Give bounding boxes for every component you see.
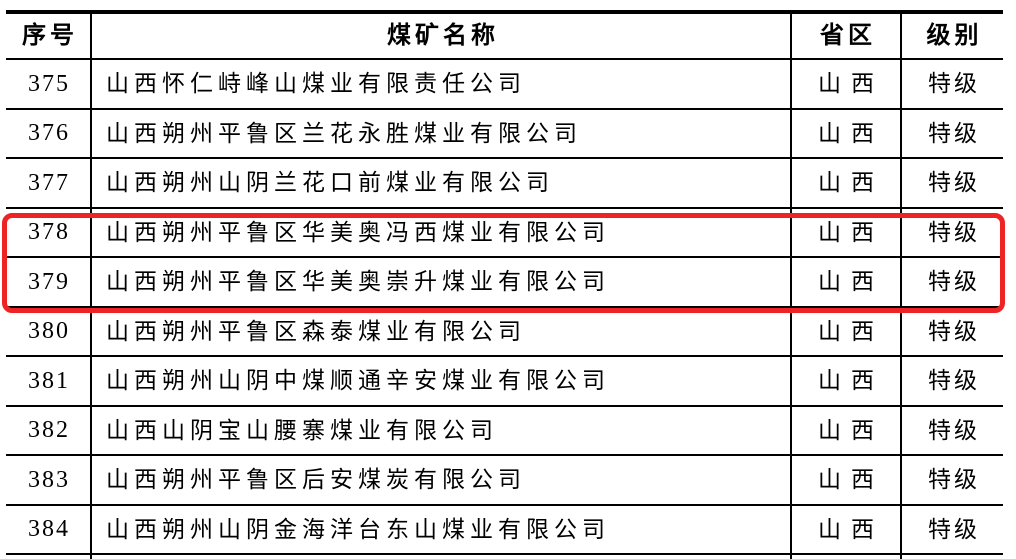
table-row: 381 山西朔州山阴中煤顺通辛安煤业有限公司 山西 特级 [6, 357, 1003, 407]
cell-level: 特级 [900, 208, 1003, 256]
cell-province: 山西 [790, 208, 900, 256]
cell-mine-name: 山西朔州山阴金海洋台东山煤业有限公司 [90, 505, 790, 553]
table-row: 382 山西山阴宝山腰寨煤业有限公司 山西 特级 [6, 406, 1003, 456]
table-row: 375 山西怀仁峙峰山煤业有限责任公司 山西 特级 [6, 60, 1003, 110]
col-header-index: 序号 [22, 23, 78, 49]
cell-level: 特级 [900, 109, 1003, 157]
cell-province: 山西 [790, 159, 900, 207]
col-header-province: 省区 [790, 14, 900, 58]
table-row: 376 山西朔州平鲁区兰花永胜煤业有限公司 山西 特级 [6, 109, 1003, 159]
col-header-level: 级别 [900, 14, 1003, 58]
cell-province: 山西 [790, 60, 900, 108]
cell-mine-name: 山西朔州平鲁区华美奥崇升煤业有限公司 [90, 258, 790, 306]
cell-level: 特级 [900, 258, 1003, 306]
cell-province: 山西 [790, 505, 900, 553]
cell-index: 375 [28, 70, 70, 97]
cell-index: 378 [28, 219, 70, 246]
cell-province: 山西 [790, 456, 900, 504]
table-row: 383 山西朔州平鲁区后安煤炭有限公司 山西 特级 [6, 456, 1003, 506]
cell-mine-name: 山西朔州平鲁区森泰煤业有限公司 [90, 307, 790, 355]
table-row: 384 山西朔州山阴金海洋台东山煤业有限公司 山西 特级 [6, 505, 1003, 555]
cell-index: 380 [28, 318, 70, 345]
cell-index: 376 [28, 120, 70, 147]
cell-level: 特级 [900, 505, 1003, 553]
cell-mine-name: 山西山阴宝山腰寨煤业有限公司 [90, 406, 790, 454]
table-row: 380 山西朔州平鲁区森泰煤业有限公司 山西 特级 [6, 307, 1003, 357]
cell-province: 山西 [790, 406, 900, 454]
cell-mine-name: 山西朔州山阴兰花口前煤业有限公司 [90, 159, 790, 207]
cell-mine-name: 山西朔州山阴中煤顺通辛安煤业有限公司 [90, 357, 790, 405]
cell-province: 山西 [790, 109, 900, 157]
col-header-name: 煤矿名称 [90, 14, 790, 58]
cell-index: 383 [28, 466, 70, 493]
cell-index: 377 [28, 169, 70, 196]
cell-index: 384 [28, 516, 70, 543]
cell-level: 特级 [900, 307, 1003, 355]
cell-province: 山西 [790, 357, 900, 405]
cell-level: 特级 [900, 159, 1003, 207]
table-row: 378 山西朔州平鲁区华美奥冯西煤业有限公司 山西 特级 [6, 208, 1003, 258]
cell-province: 山西 [790, 307, 900, 355]
table-body: 375 山西怀仁峙峰山煤业有限责任公司 山西 特级 376 山西朔州平鲁区兰花永… [6, 60, 1003, 555]
cell-level: 特级 [900, 60, 1003, 108]
cell-level: 特级 [900, 357, 1003, 405]
cell-mine-name: 山西朔州平鲁区后安煤炭有限公司 [90, 456, 790, 504]
cell-mine-name: 山西朔州平鲁区华美奥冯西煤业有限公司 [90, 208, 790, 256]
cell-mine-name: 山西朔州平鲁区兰花永胜煤业有限公司 [90, 109, 790, 157]
table-row: 377 山西朔州山阴兰花口前煤业有限公司 山西 特级 [6, 159, 1003, 209]
table-next-row-sliver [6, 555, 1003, 559]
cell-index: 381 [28, 367, 70, 394]
cell-province: 山西 [790, 258, 900, 306]
cell-index: 379 [28, 268, 70, 295]
coal-mine-table: 序号 煤矿名称 省区 级别 375 山西怀仁峙峰山煤业有限责任公司 山西 特级 … [6, 10, 1003, 559]
cell-level: 特级 [900, 456, 1003, 504]
cell-level: 特级 [900, 406, 1003, 454]
cell-mine-name: 山西怀仁峙峰山煤业有限责任公司 [90, 60, 790, 108]
table-header-row: 序号 煤矿名称 省区 级别 [6, 14, 1003, 60]
table-row: 379 山西朔州平鲁区华美奥崇升煤业有限公司 山西 特级 [6, 258, 1003, 308]
cell-index: 382 [28, 417, 70, 444]
